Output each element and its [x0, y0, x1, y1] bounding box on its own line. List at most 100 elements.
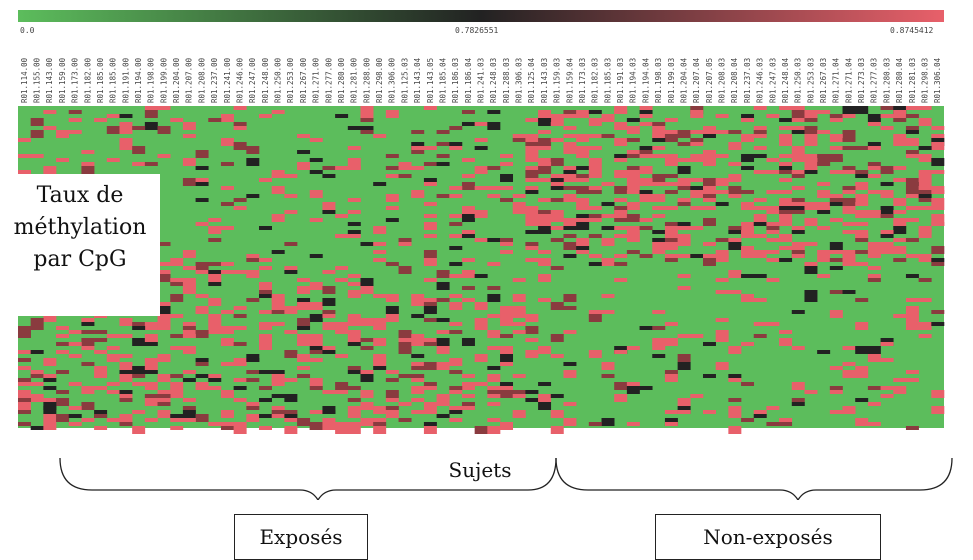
heatmap-cell — [550, 178, 564, 182]
heatmap-cell — [804, 222, 818, 226]
heatmap-cell — [702, 134, 716, 138]
heatmap-cell — [550, 122, 564, 126]
heatmap-cell — [436, 350, 450, 354]
heatmap-cell — [753, 222, 767, 226]
heatmap-cell — [259, 398, 272, 402]
heatmap-cell — [538, 118, 552, 126]
heatmap-cell — [385, 166, 399, 170]
heatmap-cell — [829, 266, 843, 270]
heatmap-cell — [144, 358, 158, 366]
heatmap-cell — [512, 314, 526, 318]
heatmap-cell — [728, 226, 742, 230]
heatmap-cell — [855, 238, 869, 242]
heatmap-cell — [233, 386, 247, 390]
column-label: R01.194.04 — [641, 57, 650, 103]
heatmap-cell — [867, 162, 881, 166]
heatmap-cell — [373, 294, 387, 298]
heatmap-cell — [94, 330, 108, 334]
heatmap-cell — [461, 406, 475, 410]
heatmap-cell — [880, 190, 894, 198]
heatmap-cell — [360, 290, 374, 294]
heatmap-cell — [588, 118, 602, 122]
heatmap-cell — [867, 114, 881, 122]
heatmap-cell — [690, 158, 704, 162]
heatmap-cell — [182, 134, 196, 138]
heatmap-cell — [588, 350, 602, 354]
heatmap-cell — [817, 350, 831, 354]
heatmap-cell — [563, 186, 577, 190]
heatmap-cell — [715, 154, 729, 158]
heatmap-cell — [436, 318, 450, 322]
heatmap-cell — [18, 406, 31, 410]
heatmap-cell — [817, 110, 831, 114]
heatmap-cell — [779, 258, 793, 262]
heatmap-cell — [30, 426, 44, 430]
column-label: R01.208.03 — [718, 58, 727, 103]
scale-min-label: 0.0 — [20, 26, 35, 35]
heatmap-cell — [538, 274, 552, 282]
heatmap-cell — [56, 158, 70, 162]
heatmap-cell — [30, 130, 44, 138]
heatmap-cell — [271, 382, 285, 386]
heatmap-cell — [246, 358, 260, 362]
heatmap-cell — [284, 350, 298, 358]
heatmap-cell — [208, 226, 222, 234]
heatmap-cell — [550, 186, 564, 190]
heatmap-cell — [487, 122, 501, 130]
heatmap-cell — [347, 386, 361, 390]
heatmap-cell — [867, 174, 881, 178]
column-label: R01.173.03 — [578, 58, 587, 103]
heatmap-cell — [614, 138, 628, 142]
heatmap-cell — [791, 398, 805, 402]
heatmap-cell — [144, 418, 158, 422]
heatmap-cell — [512, 202, 526, 206]
heatmap-cell — [817, 190, 831, 194]
heatmap-cell — [639, 154, 653, 158]
heatmap-cell — [106, 334, 120, 338]
heatmap-cell — [347, 230, 361, 234]
heatmap-cell — [157, 126, 171, 134]
heatmap-cell — [461, 338, 475, 346]
heatmap-cell — [81, 362, 95, 366]
heatmap-cell — [893, 166, 907, 170]
heatmap-cell — [601, 214, 615, 218]
heatmap-cell — [43, 166, 57, 170]
heatmap-cell — [905, 314, 919, 322]
heatmap-cell — [639, 194, 653, 202]
heatmap-cell — [791, 230, 805, 234]
heatmap-cell — [753, 130, 767, 134]
heatmap-cell — [43, 170, 57, 174]
heatmap-cell — [702, 130, 716, 134]
heatmap-cell — [905, 298, 919, 302]
heatmap-cell — [538, 198, 552, 202]
column-label: R01.306.04 — [933, 57, 942, 103]
heatmap-cell — [119, 322, 133, 326]
heatmap-cell — [500, 382, 514, 386]
heatmap-cell — [182, 418, 196, 422]
heatmap-cell — [170, 282, 184, 286]
heatmap-cell — [626, 154, 640, 158]
column-label: R01.247.03 — [768, 58, 777, 103]
heatmap-cell — [677, 186, 691, 190]
heatmap-cell — [347, 294, 361, 298]
heatmap-cell — [106, 418, 120, 422]
heatmap-cell — [385, 394, 399, 398]
heatmap-cell — [271, 322, 285, 326]
heatmap-cell — [220, 426, 234, 430]
heatmap-cell — [423, 298, 437, 302]
group-exposed-box: Exposés — [234, 514, 368, 560]
heatmap-cell — [449, 390, 463, 394]
heatmap-cell — [728, 346, 742, 354]
heatmap-cell — [525, 242, 539, 246]
heatmap-cell — [170, 258, 184, 266]
heatmap-cell — [664, 410, 678, 414]
heatmap-cell — [576, 198, 590, 206]
heatmap-cell — [728, 230, 742, 234]
heatmap-cell — [81, 338, 95, 346]
heatmap-cell — [246, 378, 260, 382]
heatmap-cell — [474, 122, 488, 126]
heatmap-cell — [436, 154, 450, 158]
heatmap-cell — [373, 342, 387, 346]
heatmap-cell — [461, 206, 475, 214]
heatmap-cell — [220, 226, 234, 230]
